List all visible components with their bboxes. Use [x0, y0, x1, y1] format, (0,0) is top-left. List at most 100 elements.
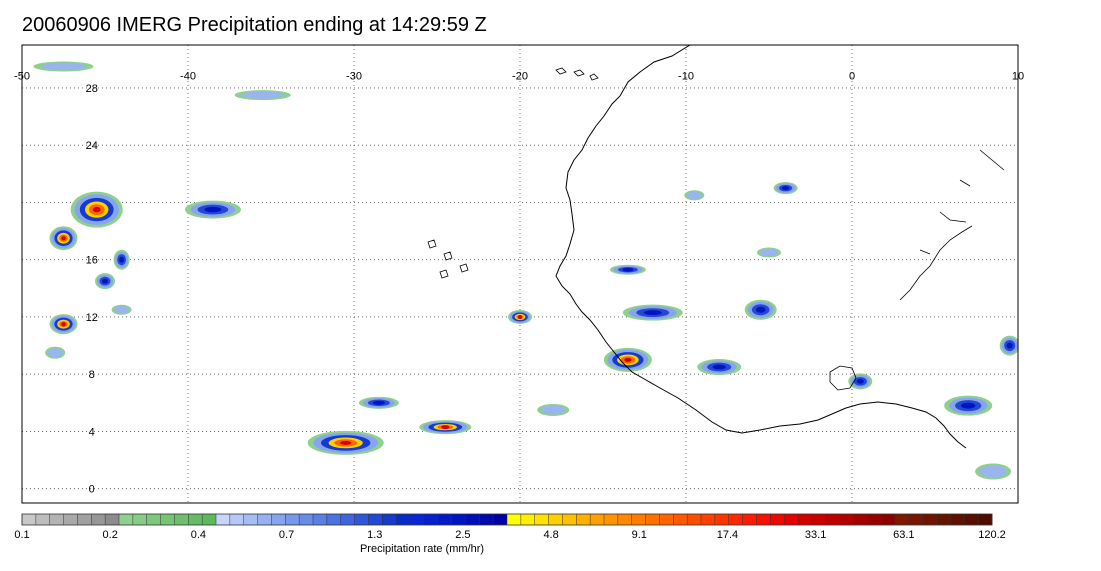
precip-cell	[184, 200, 241, 219]
lat-tick-label: 24	[86, 140, 98, 152]
lon-tick-label: 0	[849, 70, 855, 82]
lat-tick-label: 4	[89, 426, 95, 438]
colorbar-swatch	[382, 514, 397, 525]
precip-cell	[744, 299, 777, 320]
colorbar-swatch	[451, 514, 466, 525]
precip-cell	[848, 373, 873, 390]
colorbar-tick-label: 1.3	[367, 529, 382, 541]
precip-contour	[41, 62, 86, 71]
precip-contour	[541, 405, 566, 415]
precip-contour	[782, 186, 790, 191]
canary-islands	[555, 67, 599, 81]
precip-contour	[92, 206, 101, 213]
colorbar-swatch	[936, 514, 951, 525]
precip-cell	[33, 61, 94, 72]
precip-cell	[49, 314, 78, 335]
west-africa-coastline	[555, 45, 967, 449]
lat-tick-label: 12	[86, 312, 98, 324]
colorbar-swatch	[299, 514, 314, 525]
colorbar-swatch	[313, 514, 328, 525]
precip-cell	[622, 304, 683, 321]
precip-cell	[757, 247, 781, 258]
colorbar-swatch	[881, 514, 896, 525]
colorbar-swatch	[825, 514, 840, 525]
precip-contour	[441, 425, 450, 430]
colorbar-swatch	[326, 514, 342, 525]
colorbar-swatch	[576, 514, 591, 525]
precip-contour	[624, 357, 632, 362]
precip-contour	[961, 402, 976, 409]
colorbar-swatch	[520, 514, 536, 525]
colorbar-swatch	[617, 514, 633, 525]
colorbar-swatch	[423, 514, 439, 525]
colorbar-swatch	[493, 514, 508, 525]
map-frame	[21, 44, 1019, 504]
colorbar-swatch	[396, 514, 411, 525]
colorbar-tick-label: 0.2	[103, 529, 118, 541]
colorbar-title: Precipitation rate (mm/hr)	[360, 543, 484, 555]
precip-cell	[113, 249, 130, 270]
precip-contour	[241, 91, 284, 99]
colorbar-swatch	[756, 514, 771, 525]
colorbar-swatch	[368, 514, 383, 525]
precip-cell	[537, 403, 570, 416]
precip-contour	[204, 206, 222, 213]
precip-cell	[999, 335, 1018, 356]
colorbar-swatch	[354, 514, 369, 525]
colorbar-swatch	[728, 514, 743, 525]
colorbar-swatch	[978, 514, 993, 525]
map-title: 20060906 IMERG Precipitation ending at 1…	[22, 14, 487, 36]
precip-cell	[234, 90, 291, 101]
lon-tick-label: -40	[180, 70, 196, 82]
colorbar-tick-label: 17.4	[717, 529, 738, 541]
colorbar-swatch	[479, 514, 494, 525]
colorbar-swatch	[437, 514, 452, 525]
colorbar-swatch	[604, 514, 619, 525]
precip-contour	[340, 440, 352, 445]
precip-contour	[686, 191, 702, 200]
colorbar-swatch	[160, 514, 175, 525]
colorbar-swatch	[243, 514, 258, 525]
precip-contour	[372, 400, 385, 405]
colorbar-swatch	[922, 514, 937, 525]
colorbar-swatch	[229, 514, 245, 525]
precip-cell	[944, 395, 993, 416]
lat-tick-label: 8	[89, 369, 95, 381]
colorbar-swatch	[534, 514, 549, 525]
colorbar-swatch	[132, 514, 148, 525]
inland-water-lake	[829, 365, 857, 391]
colorbar-tick-label: 4.8	[543, 529, 558, 541]
colorbar-swatch	[174, 514, 189, 525]
precip-contour	[760, 248, 778, 257]
colorbar-swatch	[340, 514, 355, 525]
colorbar-swatch	[146, 514, 161, 525]
colorbar-tick-label: 63.1	[893, 529, 914, 541]
colorbar-swatch	[798, 514, 813, 525]
precip-cell	[111, 304, 132, 315]
precip-contour	[518, 314, 522, 319]
precip-contour	[712, 364, 726, 370]
colorbar-swatch	[22, 514, 37, 525]
colorbar-tick-label: 2.5	[455, 529, 470, 541]
colorbar-swatch	[410, 514, 425, 525]
colorbar-swatch	[465, 514, 480, 525]
colorbar-swatch	[853, 514, 868, 525]
precip-contour	[61, 236, 66, 241]
precip-contour	[643, 310, 662, 316]
colorbar-tick-label: 9.1	[632, 529, 647, 541]
precip-contour	[114, 306, 130, 314]
colorbar-swatch	[908, 514, 924, 525]
precip-cell	[49, 226, 78, 251]
colorbar-swatch	[77, 514, 92, 525]
colorbar-swatch	[63, 514, 78, 525]
colorbar-swatch	[839, 514, 854, 525]
colorbar-swatch	[770, 514, 785, 525]
precip-contour	[119, 256, 124, 263]
precip-cell	[70, 191, 123, 228]
colorbar-swatch	[950, 514, 965, 525]
colorbar-tick-label: 0.4	[191, 529, 206, 541]
colorbar-swatch	[202, 514, 217, 525]
precip-cell	[95, 273, 115, 290]
colorbar-tick-label: 0.7	[279, 529, 294, 541]
colorbar-swatch	[119, 514, 134, 525]
